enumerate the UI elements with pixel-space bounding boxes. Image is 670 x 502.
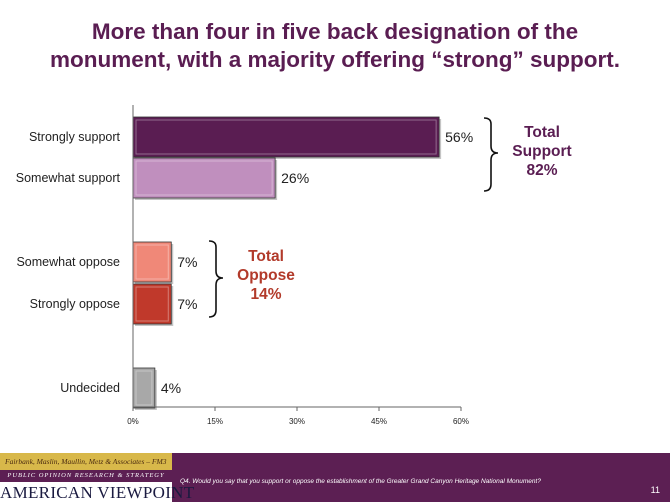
- bar-highlight-strongly-oppose: [135, 286, 169, 322]
- category-label-somewhat-support: Somewhat support: [16, 171, 121, 185]
- x-tick-label: 0%: [127, 417, 139, 426]
- x-tick-label: 30%: [289, 417, 305, 426]
- company-logo: Fairbank, Maslin, Maullin, Metz & Associ…: [0, 453, 195, 502]
- slide-title: More than four in five back designation …: [0, 18, 670, 74]
- title-line-1: More than four in five back designation …: [91, 19, 579, 44]
- logo-fm3-line: Fairbank, Maslin, Maullin, Metz & Associ…: [0, 453, 172, 470]
- bar-somewhat-support: [132, 157, 276, 199]
- oppose-bracket: [208, 240, 224, 318]
- bar-highlight-somewhat-support: [135, 160, 273, 196]
- value-label-somewhat-oppose: 7%: [177, 254, 197, 270]
- total-oppose-value: 14%: [250, 286, 282, 303]
- bar-somewhat-oppose: [132, 241, 172, 283]
- title-line-2: monument, with a majority offering “stro…: [49, 47, 620, 72]
- logo-american-viewpoint: AMERICAN VIEWPOINT: [0, 483, 195, 502]
- bar-highlight-undecided: [135, 370, 153, 406]
- question-footnote: Q4. Would you say that you support or op…: [180, 478, 541, 485]
- total-support-callout: Total Support 82%: [499, 123, 585, 180]
- x-tick-label: 45%: [371, 417, 387, 426]
- value-label-somewhat-support: 26%: [281, 170, 309, 186]
- total-oppose-line2: Oppose: [237, 267, 295, 284]
- bar-highlight-somewhat-oppose: [135, 244, 169, 280]
- x-tick-label: 60%: [453, 417, 469, 426]
- slide-number: 11: [650, 485, 660, 495]
- value-label-strongly-support: 56%: [445, 129, 473, 145]
- bar-strongly-oppose: [132, 283, 172, 325]
- value-label-undecided: 4%: [161, 380, 181, 396]
- category-label-strongly-oppose: Strongly oppose: [30, 297, 120, 311]
- value-label-strongly-oppose: 7%: [177, 296, 197, 312]
- total-oppose-line1: Total: [248, 248, 284, 265]
- total-support-line1: Total: [524, 124, 560, 141]
- bar-highlight-strongly-support: [135, 119, 437, 155]
- bar-strongly-support: [132, 116, 440, 158]
- category-label-undecided: Undecided: [60, 381, 120, 395]
- category-label-strongly-support: Strongly support: [29, 130, 121, 144]
- total-oppose-callout: Total Oppose 14%: [223, 247, 309, 304]
- x-tick-label: 15%: [207, 417, 223, 426]
- support-bracket: [483, 117, 499, 192]
- footer-bar: Fairbank, Maslin, Maullin, Metz & Associ…: [0, 453, 670, 502]
- bar-chart: Strongly support 56% Somewhat support 26% So…: [16, 105, 499, 426]
- logo-tagline: PUBLIC OPINION RESEARCH & STRATEGY: [0, 470, 172, 482]
- total-support-line2: Support: [512, 143, 572, 160]
- total-support-value: 82%: [526, 162, 558, 179]
- category-label-somewhat-oppose: Somewhat oppose: [16, 255, 120, 269]
